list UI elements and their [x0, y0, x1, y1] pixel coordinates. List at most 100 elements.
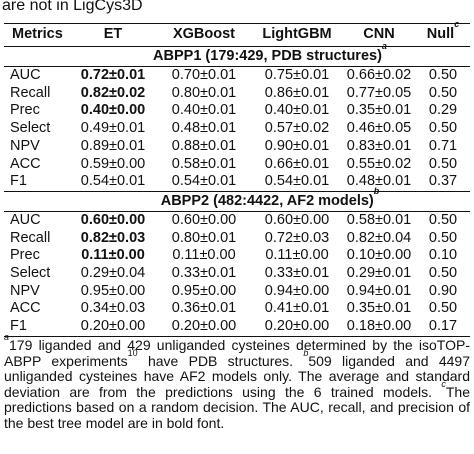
table-row: ACC 0.34±0.03 0.36±0.01 0.41±0.01 0.35±0.01 0…: [4, 300, 470, 318]
table-row: F1 0.54±0.01 0.54±0.01 0.54±0.01 0.48±0.01 0.…: [4, 173, 470, 191]
value-cell: 0.58±0.01: [346, 211, 412, 228]
section-footnote-marker: a: [381, 40, 387, 51]
column-header-et: ET: [70, 23, 156, 47]
value-cell: 0.50: [428, 300, 458, 317]
value-cell: 0.82±0.03: [80, 229, 146, 246]
value-cell: 0.11±0.00: [265, 247, 329, 264]
section-title: ABPP1 (179:429, PDB structures)a: [70, 41, 470, 67]
value-cell: 0.54±0.01: [171, 173, 237, 190]
value-cell: 0.50: [428, 211, 458, 228]
value-cell: 0.66±0.01: [264, 155, 330, 172]
value-cell: 0.29±0.04: [80, 264, 146, 281]
value-cell: 0.90±0.01: [264, 137, 330, 154]
footnote-marker-c: c: [441, 378, 446, 389]
value-cell: 0.90: [428, 282, 458, 299]
value-cell: 0.50: [428, 264, 458, 281]
value-cell: 0.20±0.00: [252, 317, 342, 337]
table-row: F1 0.20±0.00 0.20±0.00 0.20±0.00 0.18±0.00 0.…: [4, 317, 470, 337]
column-header-null: Nullc: [416, 20, 470, 47]
table-body: ABPP1 (179:429, PDB structures)a AUC 0.72±…: [4, 41, 470, 337]
value-cell: 0.40±0.01: [171, 102, 237, 119]
value-cell: 0.34±0.03: [80, 300, 146, 317]
metric-cell: Prec: [10, 102, 40, 119]
metric-cell: AUC: [10, 211, 41, 228]
null-header-label: Null: [426, 26, 455, 43]
value-cell: 0.88±0.01: [171, 137, 237, 154]
value-cell: 0.54±0.01: [80, 173, 146, 190]
value-cell: 0.50: [428, 84, 458, 101]
value-cell: 0.94±0.01: [346, 282, 412, 299]
metric-cell: Select: [10, 120, 51, 137]
value-cell: 0.66±0.02: [346, 67, 412, 84]
footnote-c-text: The predictions based on a random decisi…: [4, 383, 470, 431]
metric-cell: Select: [10, 264, 51, 281]
value-cell: 0.48±0.01: [171, 120, 237, 137]
value-cell: 0.94±0.00: [264, 282, 330, 299]
metric-cell: AUC: [10, 67, 41, 84]
value-cell: 0.50: [428, 120, 458, 137]
value-cell: 0.37: [428, 173, 458, 190]
value-cell: 0.20±0.00: [70, 317, 156, 337]
value-cell: 0.10±0.00: [346, 247, 412, 264]
table-footnote: a179 liganded and 429 unliganded cystein…: [4, 333, 470, 432]
metric-cell: ACC: [10, 155, 41, 172]
value-cell: 0.40±0.01: [264, 102, 330, 119]
table-row: NPV 0.89±0.01 0.88±0.01 0.90±0.01 0.83±0.01 0…: [4, 138, 470, 156]
table-row: AUC 0.60±0.00 0.60±0.00 0.60±0.00 0.58±0.01 0…: [4, 211, 470, 229]
table-row: AUC 0.72±0.01 0.70±0.01 0.75±0.01 0.66±0.02 0…: [4, 67, 470, 85]
section-title: ABPP2 (482:4422, AF2 models)b: [70, 186, 470, 212]
section-footnote-marker: b: [373, 185, 380, 196]
metric-cell: F1: [10, 173, 27, 190]
table-row: Select 0.49±0.01 0.48±0.01 0.57±0.02 0.46±0.…: [4, 120, 470, 138]
metric-cell: Recall: [10, 84, 51, 101]
column-header-metrics: Metrics: [4, 23, 70, 47]
value-cell: 0.49±0.01: [80, 120, 146, 137]
value-cell: 0.50: [428, 67, 458, 84]
results-table: Metrics ET XGBoost LightGBM CNN Nullc AB…: [4, 20, 470, 337]
table-header-row: Metrics ET XGBoost LightGBM CNN Nullc: [4, 20, 470, 47]
table-row: Prec 0.40±0.00 0.40±0.01 0.40±0.01 0.35±0.01…: [4, 102, 470, 120]
footnote-reference: 10: [127, 347, 138, 358]
value-cell: 0.95±0.00: [80, 282, 146, 299]
section-title-text: ABPP1 (179:429, PDB structures): [153, 47, 382, 64]
value-cell: 0.20±0.00: [156, 317, 252, 337]
value-cell: 0.83±0.01: [346, 137, 412, 154]
value-cell: 0.77±0.05: [346, 84, 412, 101]
metric-cell: F1: [4, 317, 70, 337]
column-header-xgboost: XGBoost: [156, 23, 252, 47]
value-cell: 0.95±0.00: [171, 282, 237, 299]
value-cell: 0.71: [428, 137, 458, 154]
footnote-a-text: 179 liganded and 429 unliganded cysteine…: [4, 337, 470, 369]
value-cell: 0.80±0.01: [171, 229, 237, 246]
value-cell: 0.82±0.04: [346, 229, 412, 246]
section-spacer: [4, 190, 70, 212]
value-cell: 0.60±0.00: [80, 211, 146, 228]
column-header-lightgbm: LightGBM: [252, 23, 342, 47]
table-row: Select 0.29±0.04 0.33±0.01 0.33±0.01 0.29±0.…: [4, 265, 470, 283]
value-cell: 0.11±0.00: [81, 247, 145, 264]
section-title-text: ABPP2 (482:4422, AF2 models): [160, 192, 374, 209]
metric-cell: NPV: [10, 137, 40, 154]
value-cell: 0.60±0.00: [264, 211, 330, 228]
value-cell: 0.82±0.02: [80, 84, 146, 101]
value-cell: 0.58±0.01: [171, 155, 237, 172]
value-cell: 0.18±0.00: [342, 317, 416, 337]
table-row: Recall 0.82±0.03 0.80±0.01 0.72±0.03 0.82±0.…: [4, 230, 470, 248]
null-footnote-marker: c: [454, 19, 460, 30]
value-cell: 0.36±0.01: [171, 300, 237, 317]
value-cell: 0.10: [428, 247, 458, 264]
value-cell: 0.54±0.01: [264, 173, 330, 190]
section-spacer: [4, 46, 70, 67]
metric-cell: ACC: [10, 300, 41, 317]
value-cell: 0.72±0.03: [264, 229, 330, 246]
value-cell: 0.57±0.02: [264, 120, 330, 137]
footnote-marker-a: a: [4, 332, 10, 342]
section-header-row: ABPP2 (482:4422, AF2 models)b: [4, 186, 470, 212]
value-cell: 0.80±0.01: [171, 84, 237, 101]
value-cell: 0.60±0.00: [171, 211, 237, 228]
table-row: Recall 0.82±0.02 0.80±0.01 0.86±0.01 0.77±0.…: [4, 85, 470, 103]
value-cell: 0.89±0.01: [80, 137, 146, 154]
value-cell: 0.33±0.01: [171, 264, 237, 281]
value-cell: 0.46±0.05: [346, 120, 412, 137]
value-cell: 0.11±0.00: [172, 247, 236, 264]
